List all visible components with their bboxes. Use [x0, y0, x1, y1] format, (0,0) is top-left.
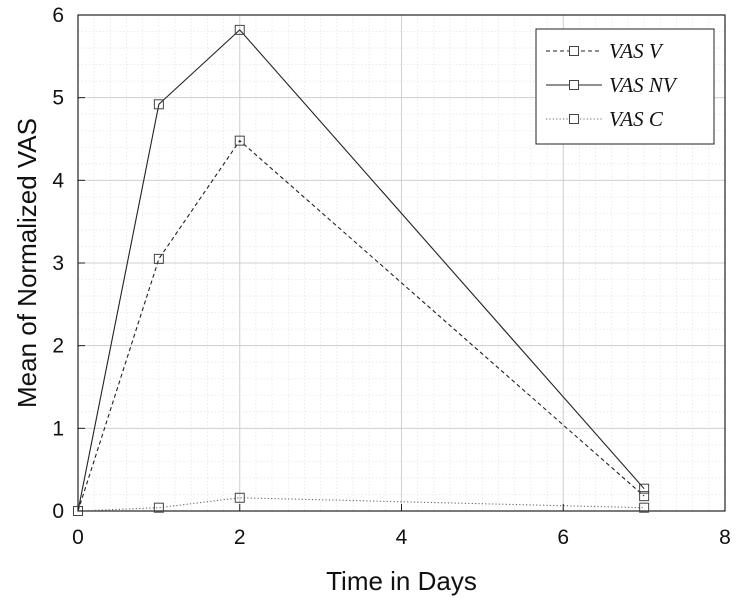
series-vas-c: [73, 492, 650, 516]
legend-box: [535, 28, 715, 145]
data-point-marker: [639, 502, 650, 513]
x-tick-label: 2: [234, 526, 246, 549]
y-tick-label: 0: [52, 500, 64, 523]
y-axis-title: Mean of Normalized VAS: [12, 118, 42, 408]
y-tick-label: 1: [52, 417, 64, 440]
x-tick-label: 0: [72, 526, 84, 549]
series-line: [77, 497, 645, 512]
data-point-marker: [639, 491, 650, 502]
series-line: [77, 29, 645, 512]
data-point-marker: [153, 99, 164, 110]
x-tick-label: 6: [557, 526, 569, 549]
series-line: [77, 139, 645, 512]
data-point-marker: [153, 253, 164, 264]
x-axis-title: Time in Days: [326, 566, 477, 596]
series-vas-v: [73, 135, 650, 516]
y-tick-label: 4: [52, 169, 64, 192]
data-point-marker: [234, 24, 245, 35]
y-tick-label: 6: [52, 4, 64, 27]
legend-marker: [569, 114, 579, 124]
data-point-marker: [639, 483, 650, 494]
data-point-marker: [234, 492, 245, 503]
tick-labels: 0 2 4 6 8 0 1 2 3 4 5 6: [52, 4, 731, 549]
data-point-marker: [153, 502, 164, 513]
legend-label: VAS NV: [609, 73, 678, 97]
legend-label: VAS V: [609, 39, 664, 63]
y-tick-label: 3: [52, 252, 64, 275]
y-tick-label: 2: [52, 335, 64, 358]
legend-marker: [569, 46, 579, 56]
legend-label: VAS C: [609, 107, 664, 131]
legend-marker: [569, 80, 579, 90]
x-tick-label: 8: [719, 526, 731, 549]
y-tick-label: 5: [52, 87, 64, 110]
x-tick-label: 4: [396, 526, 408, 549]
data-point-marker: [234, 135, 245, 146]
legend: VAS V VAS NV VAS C: [535, 28, 715, 145]
